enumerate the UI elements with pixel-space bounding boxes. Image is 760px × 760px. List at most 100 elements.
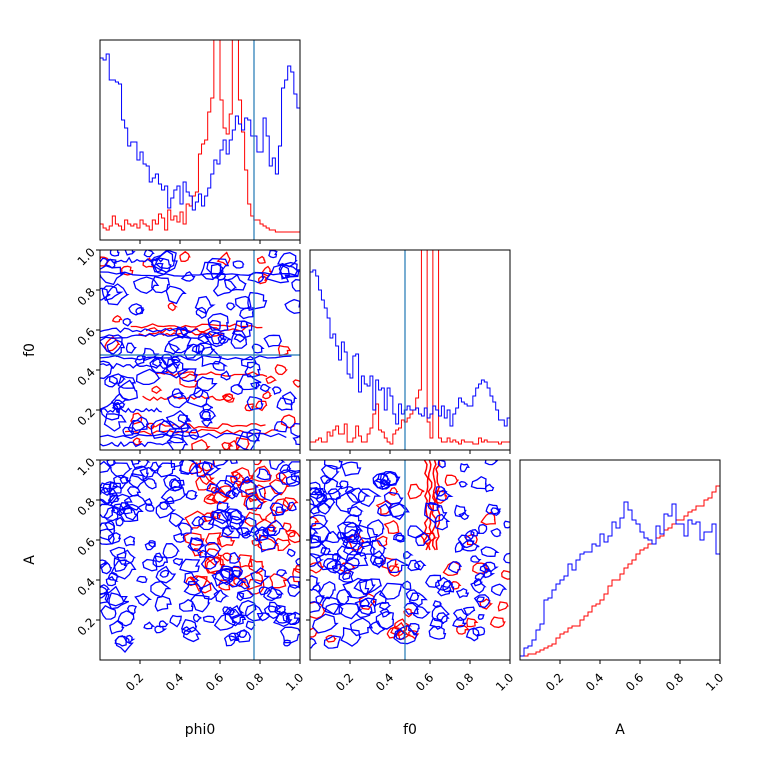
contour-f0-A-blue-level xyxy=(315,595,325,605)
contour-f0-A-blue-level xyxy=(435,488,454,502)
contour-f0-A-blue-level xyxy=(401,580,412,590)
contour-f0-A-blue-level xyxy=(323,530,341,544)
contour-phi0-f0-blue-level xyxy=(164,342,181,355)
contour-f0-A-blue-level xyxy=(320,464,340,480)
contour-phi0-f0 xyxy=(100,250,300,450)
contour-phi0-A-blue-level xyxy=(206,483,222,494)
contour-phi0-A-blue-level xyxy=(100,460,113,474)
contour-phi0-A-blue-level xyxy=(245,494,264,511)
contour-phi0-f0-blue-level xyxy=(247,271,266,284)
contour-f0-A-blue-level xyxy=(331,563,348,576)
contour-phi0-A-blue-level xyxy=(213,589,230,603)
contour-f0-A-blue-level xyxy=(344,521,364,542)
contour-phi0-f0-blue-level xyxy=(278,262,300,280)
contour-phi0-A-blue-level xyxy=(108,482,123,496)
contour-f0-A-red-level xyxy=(444,474,460,487)
contour-phi0-f0-red-level xyxy=(255,400,268,412)
contour-phi0-f0-blue-level xyxy=(268,250,278,259)
contour-f0-A-red-level xyxy=(403,608,414,618)
contour-f0-A-blue-level xyxy=(310,637,317,649)
contour-phi0-A-blue-level xyxy=(100,592,110,604)
histogram-f0-red-series xyxy=(310,250,510,450)
contour-phi0-A-red-level xyxy=(292,567,300,583)
contour-phi0-A-blue-level xyxy=(134,593,153,607)
contour-phi0-A-blue-level xyxy=(194,462,215,478)
contour-f0-A-blue-level xyxy=(464,530,475,541)
contour-phi0-f0-blue-level xyxy=(165,409,192,430)
contour-f0-A-blue-level xyxy=(339,480,349,490)
contour-f0-A-blue-level xyxy=(342,540,365,556)
contour-phi0-A-blue-level xyxy=(257,534,278,553)
contour-f0-A-blue-level xyxy=(455,587,470,599)
contour-phi0-f0-blue-level xyxy=(186,388,210,408)
contour-f0-A-blue-level xyxy=(327,488,342,501)
contour-phi0-f0-blue-band xyxy=(100,441,172,448)
contour-phi0-A-blue-level xyxy=(177,522,194,537)
contour-phi0-A-blue-level xyxy=(107,532,122,545)
contour-phi0-A-blue-level xyxy=(287,584,300,598)
contour-phi0-A-blue-level xyxy=(126,486,142,497)
contour-f0-A-blue-level xyxy=(454,504,467,518)
contour-phi0-A-blue-level xyxy=(155,500,177,519)
contour-phi0-f0-blue-level xyxy=(247,291,268,311)
contour-f0-A-blue-level xyxy=(336,588,353,606)
contour-phi0-f0-blue-level xyxy=(100,264,126,286)
contour-phi0-A-blue-level xyxy=(241,475,254,484)
contour-f0-A-blue-level xyxy=(379,470,401,486)
contour-phi0-A-blue-level xyxy=(115,516,124,527)
contour-phi0-f0-blue-level xyxy=(201,417,213,428)
contour-phi0-f0-red-level xyxy=(111,314,123,323)
contour-phi0-f0-red-band xyxy=(138,330,224,338)
contour-f0-A-blue-level xyxy=(437,460,447,469)
contour-f0-A-blue-level xyxy=(310,575,321,592)
contour-f0-A-blue-level xyxy=(379,480,392,490)
contour-f0-A-blue-level xyxy=(482,561,499,573)
contour-phi0-A-blue-level xyxy=(100,486,119,506)
contour-phi0-f0-red-level xyxy=(262,390,273,400)
contour-phi0-A-blue-level xyxy=(104,585,128,607)
contour-f0-A-blue-level xyxy=(341,572,352,581)
contour-f0-A xyxy=(310,460,510,660)
contour-phi0-A-blue-level xyxy=(258,612,271,622)
contour-phi0-f0-blue-level xyxy=(192,387,204,398)
contour-phi0-A-red-level xyxy=(236,554,253,569)
contour-f0-A-blue-level xyxy=(323,478,344,495)
contour-phi0-A-blue-level xyxy=(263,519,285,537)
contour-phi0-A-blue-level xyxy=(187,537,204,552)
contour-phi0-A-blue-level xyxy=(154,552,164,563)
contour-f0-A-blue-level xyxy=(465,627,480,642)
contour-f0-A-blue-level xyxy=(376,503,392,517)
contour-phi0-A-blue-level xyxy=(238,630,247,638)
contour-phi0-A-blue-level xyxy=(109,493,133,511)
contour-phi0-f0-red-level xyxy=(191,439,211,450)
contour-phi0-f0-blue-level xyxy=(211,332,225,345)
contour-f0-A-blue-level xyxy=(338,569,354,583)
contour-f0-A-blue-level xyxy=(354,597,377,616)
contour-f0-A-blue-level xyxy=(447,561,463,574)
contour-phi0-A-blue-level xyxy=(250,567,271,585)
contour-phi0-A-blue-level xyxy=(229,515,245,530)
contour-phi0-A-red-level xyxy=(281,522,292,533)
contour-f0-A-blue-level xyxy=(342,577,370,599)
contour-f0-A-blue-level xyxy=(490,507,501,517)
contour-phi0-A-blue-level xyxy=(169,478,182,489)
contour-phi0-f0-blue-level xyxy=(166,392,189,409)
y-axis-label-A: A xyxy=(22,555,38,565)
contour-phi0-A-blue-level xyxy=(118,502,135,515)
contour-phi0-A-blue-level xyxy=(182,626,202,643)
contour-f0-A-red-level xyxy=(375,499,392,516)
contour-f0-A-blue-level xyxy=(490,527,502,538)
contour-phi0-A-blue-level xyxy=(163,496,175,505)
contour-f0-A-blue-level xyxy=(435,486,448,497)
contour-phi0-f0-blue-level xyxy=(263,334,283,348)
contour-phi0-A-blue-level xyxy=(223,635,239,647)
contour-phi0-A-blue-level xyxy=(116,549,137,565)
contour-phi0-A-blue-level xyxy=(274,604,287,616)
contour-phi0-A-blue-level xyxy=(150,580,172,598)
contour-phi0-A-blue-level xyxy=(285,611,300,626)
contour-f0-A-blue-level xyxy=(369,550,387,568)
contour-f0-A-blue-level xyxy=(324,602,344,615)
contour-f0-A-red-level xyxy=(489,616,506,629)
histogram-phi0-blue-series xyxy=(100,53,300,240)
contour-phi0-f0-red-level xyxy=(151,385,163,394)
